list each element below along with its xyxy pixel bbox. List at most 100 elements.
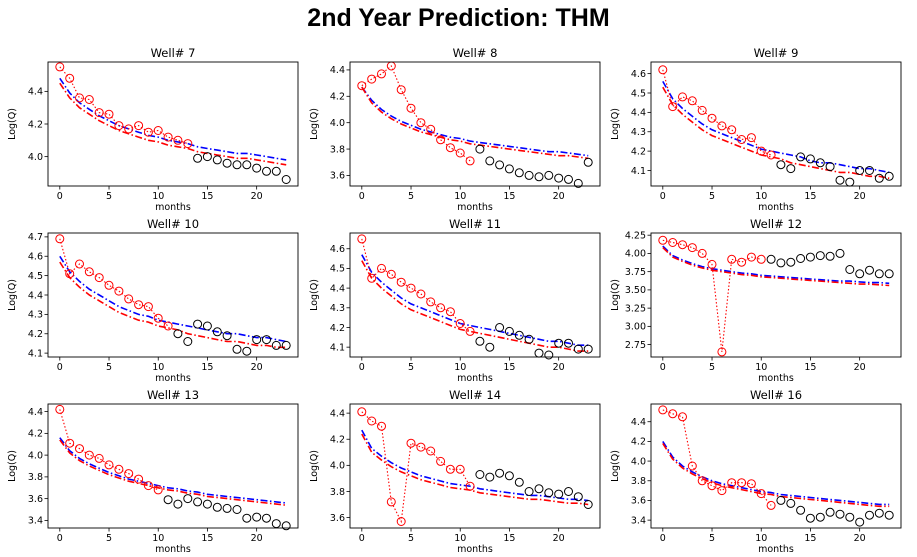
observed-point <box>524 334 534 344</box>
observed-point <box>796 505 806 515</box>
subplot-title: Well# 16 <box>750 388 802 402</box>
x-tick-label: 15 <box>503 362 515 373</box>
training-point <box>737 135 747 144</box>
subplot-title: Well# 7 <box>151 46 196 60</box>
training-point <box>143 481 153 491</box>
observed-point <box>475 336 485 346</box>
axes-frame <box>650 403 902 529</box>
observed-point <box>495 323 505 332</box>
training-point <box>658 235 668 245</box>
training-point <box>658 65 668 75</box>
training-point <box>163 132 173 142</box>
training-point <box>426 124 436 134</box>
x-tick-label: 5 <box>709 362 715 373</box>
prediction-line-blue <box>662 81 890 174</box>
subplot: Well# 13 0 5 10 15 20 3.4 3.6 3.8 4.0 4.2 4.4 months… <box>7 388 299 555</box>
y-axis-label: Log(Q) <box>309 450 320 482</box>
subplot: Well# 10 0 5 10 15 20 4.1 4.2 4.3 4.4 4.5 4.6 4.7 mon… <box>7 217 299 384</box>
training-point <box>183 139 193 149</box>
subplot-title: Well# 12 <box>750 217 802 231</box>
observed-point <box>514 168 524 178</box>
observed-point <box>183 337 193 346</box>
x-tick-label: 20 <box>854 191 866 202</box>
x-tick-label: 15 <box>503 191 515 202</box>
y-tick-label: 3.6 <box>330 513 345 524</box>
training-point <box>406 438 416 448</box>
training-point <box>163 321 173 331</box>
observed-point <box>845 265 855 274</box>
x-tick-label: 5 <box>709 191 715 202</box>
training-point <box>84 267 94 277</box>
observed-point <box>202 499 212 509</box>
y-tick-label: 4.4 <box>28 87 43 98</box>
training-dotted-line <box>361 65 471 162</box>
training-point <box>678 412 687 422</box>
y-tick-label: 4.1 <box>330 342 345 353</box>
training-point <box>84 95 94 104</box>
training-point <box>766 500 776 510</box>
training-point <box>426 446 436 456</box>
axes-frame <box>650 232 902 358</box>
observed-point <box>564 338 573 348</box>
x-tick-label: 0 <box>57 533 63 544</box>
observed-point <box>786 498 796 508</box>
observed-point <box>281 521 291 531</box>
training-point <box>687 243 697 253</box>
observed-point <box>874 269 884 279</box>
subplot-title: Well# 9 <box>754 46 799 60</box>
training-point <box>436 456 446 466</box>
x-axis-label: months <box>155 202 191 213</box>
observed-point <box>884 269 894 279</box>
y-axis-label: Log(Q) <box>610 108 621 140</box>
training-dotted-line <box>662 409 772 506</box>
plot-area <box>59 409 287 506</box>
plot-area <box>361 65 589 162</box>
observed-point <box>485 342 495 352</box>
y-tick-label: 4.4 <box>330 65 345 76</box>
x-tick-label: 10 <box>755 533 767 544</box>
observed-point <box>776 495 786 505</box>
observed-point <box>271 166 281 176</box>
training-point <box>173 135 183 145</box>
observed-point <box>815 512 825 522</box>
x-tick-label: 5 <box>408 191 414 202</box>
training-point <box>658 405 668 415</box>
prediction-line-blue <box>59 437 287 504</box>
observed-point <box>242 160 252 170</box>
x-tick-label: 15 <box>804 191 816 202</box>
y-tick-label: 3.8 <box>28 472 43 483</box>
observed-point <box>544 350 554 360</box>
observed-point <box>485 156 495 166</box>
observed-point <box>583 344 593 354</box>
observed-point <box>865 510 874 520</box>
observed-point <box>865 265 874 275</box>
observed-point <box>884 171 894 181</box>
x-tick-label: 10 <box>152 533 164 544</box>
x-tick-label: 20 <box>854 533 866 544</box>
observed-point <box>504 164 514 174</box>
y-tick-label: 3.4 <box>631 515 646 526</box>
training-dotted-line <box>361 411 471 524</box>
plot-area <box>662 239 890 352</box>
y-axis-label: Log(Q) <box>7 279 18 311</box>
observed-point <box>786 164 796 174</box>
y-tick-label: 3.50 <box>625 285 646 296</box>
x-tick-label: 0 <box>359 533 365 544</box>
prediction-line-red <box>361 86 589 160</box>
training-point <box>94 108 104 118</box>
x-tick-label: 20 <box>553 191 565 202</box>
training-dotted-line <box>59 66 188 145</box>
observed-point <box>554 338 564 348</box>
training-point <box>104 280 114 290</box>
y-axis-label: Log(Q) <box>7 108 18 140</box>
training-point <box>756 254 766 264</box>
x-tick-label: 10 <box>152 362 164 373</box>
observed-point <box>855 166 865 175</box>
observed-point <box>825 507 835 517</box>
y-tick-label: 3.8 <box>330 144 345 155</box>
subplot-title: Well# 14 <box>449 388 501 402</box>
training-point <box>697 248 707 258</box>
training-point <box>756 489 766 499</box>
training-point <box>416 289 426 299</box>
y-tick-label: 3.25 <box>625 303 646 314</box>
